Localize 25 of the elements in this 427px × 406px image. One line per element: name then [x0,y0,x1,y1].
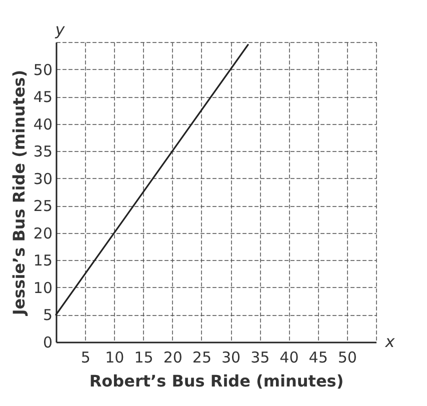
text: y [54,20,66,39]
x-tick-label: 20 [163,348,182,366]
y-tick-label: 15 [33,252,52,270]
x-tick-label: 45 [308,348,328,366]
y-tick-label: 25 [33,197,52,216]
x-tick-label: 5 [80,348,90,366]
y-tick-label: 40 [33,115,52,134]
y-tick-label: 50 [33,60,52,79]
y-tick-label: 20 [33,224,52,242]
y-tick-label: 45 [33,88,52,106]
text: x [384,332,396,351]
x-tick-label: 15 [134,348,154,366]
y-tick-label: 30 [33,170,52,188]
y-axis-title: Jessie’s Bus Ride (minutes) [9,70,28,316]
x-tick-label: 40 [280,348,299,366]
y-tick-label: 10 [33,278,52,297]
y-tick-label: 5 [42,306,52,324]
x-tick-label: 10 [105,348,124,366]
x-tick-label: 35 [250,348,270,366]
x-axis-title: Robert’s Bus Ride (minutes) [89,372,344,390]
x-tick-label: 30 [222,348,241,366]
y-tick-label: 0 [42,334,52,352]
x-tick-label: 25 [192,348,212,366]
y-tick-label: 35 [33,142,52,161]
x-tick-label: 50 [338,348,357,366]
